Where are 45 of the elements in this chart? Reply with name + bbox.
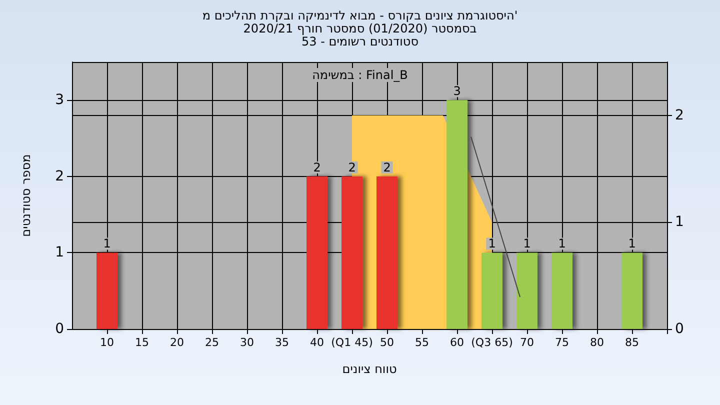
- x-tick-label: 80: [590, 336, 604, 349]
- bar: [516, 252, 538, 329]
- data-label: 1: [558, 236, 566, 251]
- x-tick-label: 40: [310, 336, 324, 349]
- bar: [306, 176, 328, 329]
- data-label: 3: [453, 84, 461, 98]
- x-tick-label: 35: [275, 336, 289, 349]
- x-tick-label: 55: [415, 336, 429, 349]
- x-tick-label: 85: [625, 336, 639, 349]
- data-label: 1: [523, 236, 531, 251]
- data-label: 2: [348, 160, 356, 174]
- data-label: 2: [313, 160, 321, 174]
- bar: [622, 252, 642, 329]
- bar: [552, 252, 572, 329]
- bar: [446, 100, 468, 329]
- y-axis-title: מספר סטודנטים: [19, 154, 33, 237]
- x-tick-label: 75: [555, 336, 569, 349]
- x-tick-label: 50: [380, 336, 394, 349]
- x-tick-label: (Q3 65): [471, 336, 513, 349]
- x-tick-label: 20: [170, 336, 184, 349]
- y-tick-label: 1: [55, 244, 64, 261]
- x-axis-title: טווח ציונים: [342, 362, 397, 376]
- bar: [482, 252, 502, 329]
- x-tick-label: 30: [240, 336, 254, 349]
- bar: [376, 176, 398, 329]
- data-label: 1: [488, 236, 496, 251]
- y-tick-label: 3: [55, 92, 64, 108]
- bar: [342, 176, 362, 329]
- chart-title: היסטוגרמת ציונים בקורס - מבוא לדינמיקה ובקרת תהליכים מ' בסמסטר (01/2020) סמסטר חורף 2020/21 סטודנטים רשומים - 53: [202, 8, 518, 48]
- x-tick-label: 25: [205, 336, 219, 349]
- bar: [96, 252, 118, 329]
- data-label: 1: [628, 236, 636, 251]
- x-tick-label: (Q1 45): [331, 336, 373, 349]
- annotation: במשימה : Final_B: [312, 68, 408, 82]
- x-tick-label: 15: [135, 336, 149, 349]
- x-tick-label: 10: [100, 336, 114, 349]
- y2-tick-label: 0: [675, 321, 684, 337]
- data-label: 2: [383, 160, 391, 174]
- data-label: 1: [103, 236, 111, 251]
- y-tick-label: 0: [55, 321, 64, 337]
- y2-tick-label: 2: [675, 107, 684, 124]
- y2-tick-label: 1: [675, 214, 684, 230]
- y-tick-label: 2: [55, 168, 64, 184]
- x-tick-label: 60: [450, 336, 464, 349]
- x-tick-label: 70: [520, 336, 534, 349]
